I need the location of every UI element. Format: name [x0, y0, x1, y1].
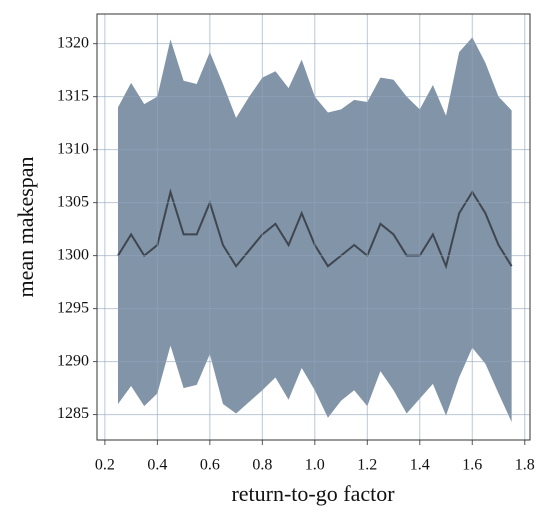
x-axis-title: return-to-go factor [231, 481, 395, 506]
y-axis-title: mean makespan [13, 156, 38, 297]
x-tick-label: 1.4 [410, 457, 430, 474]
x-tick-label: 0.6 [200, 457, 220, 474]
x-tick-label: 0.4 [147, 457, 167, 474]
y-tick-label: 1305 [57, 193, 89, 210]
y-tick-label: 1310 [57, 140, 89, 157]
y-tick-label: 1320 [57, 34, 89, 51]
x-tick-label: 1.6 [462, 457, 482, 474]
x-tick-label: 0.8 [252, 457, 272, 474]
y-tick-label: 1300 [57, 246, 89, 263]
x-tick-label: 1.0 [305, 457, 325, 474]
x-tick-label: 0.2 [95, 457, 115, 474]
y-tick-label: 1285 [57, 405, 89, 422]
y-tick-label: 1295 [57, 299, 89, 316]
x-tick-label: 1.2 [357, 457, 377, 474]
y-tick-label: 1315 [57, 87, 89, 104]
x-tick-label: 1.8 [515, 457, 535, 474]
y-tick-label: 1290 [57, 352, 89, 369]
plot-frame [96, 13, 531, 441]
